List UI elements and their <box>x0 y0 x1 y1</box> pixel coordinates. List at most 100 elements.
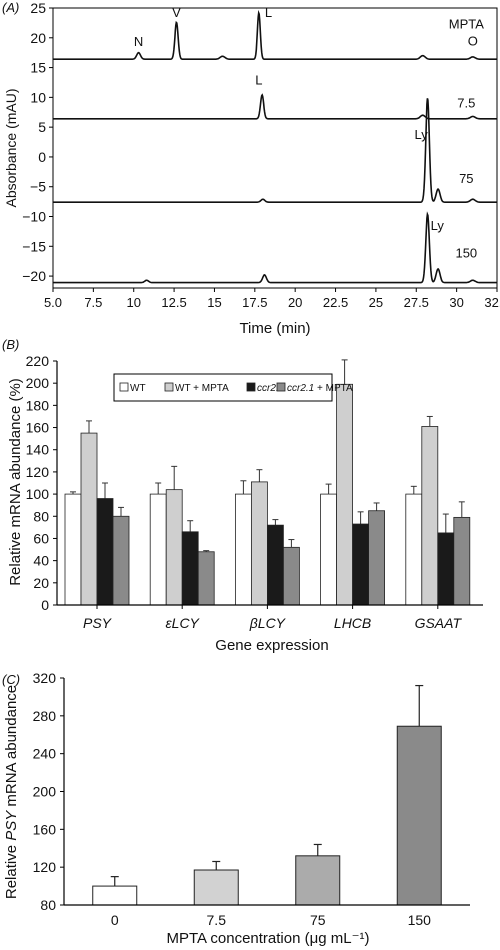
panel-c-y-axis: 80 120 160 200 240 280 320 <box>33 670 64 913</box>
b-x-tick-label: LHCB <box>334 615 371 631</box>
c-y-tick-label: 160 <box>33 821 57 837</box>
b-bar <box>149 493 167 606</box>
c-x-tick-label: 0 <box>111 912 119 928</box>
panel-c-ylabel-gene: PSY <box>3 810 20 841</box>
c-bar <box>295 855 341 906</box>
legend-swatch <box>164 382 174 392</box>
b-bar <box>250 481 268 606</box>
b-bar <box>282 546 300 606</box>
b-y-tick-label: 140 <box>26 442 50 458</box>
a-x-tick-label: 17.5 <box>242 295 267 310</box>
c-x-tick-label: 75 <box>310 912 326 928</box>
b-bar <box>197 551 215 606</box>
panel-c-bars <box>92 684 442 906</box>
panel-a-annotations: N V L MPTA L 7.5 Ly 75 Ly 150 O <box>134 5 484 261</box>
a-x-tick-label: 27.5 <box>404 295 429 310</box>
b-bar <box>165 489 183 606</box>
panel-a-x-axis: 5.0 7.5 10 12.5 15 17.5 20 22.5 25 27.5 30 32.5 <box>44 288 500 310</box>
c-bar <box>92 885 138 906</box>
b-bar <box>80 432 98 606</box>
b-bar <box>405 493 423 606</box>
a-x-tick-label: 10 <box>126 295 140 310</box>
peak-label: Ly <box>431 218 445 233</box>
peak-label: N <box>134 34 143 49</box>
panel-b: (B) Relative mRNA abundance (%) 0 20 40 60 8… <box>2 337 483 654</box>
a-y-tick-label: 15 <box>30 60 46 76</box>
panel-a-label: (A) <box>2 0 19 15</box>
peak-label: L <box>255 72 262 87</box>
c-y-tick-label: 320 <box>33 670 57 686</box>
c-x-tick-label: 7.5 <box>207 912 227 928</box>
b-bar <box>336 383 354 606</box>
panel-b-xlabel: Gene expression <box>215 637 328 654</box>
peak-label: Ly <box>414 127 428 142</box>
b-y-tick-label: 200 <box>26 375 50 391</box>
panel-c-label: (C) <box>2 672 20 687</box>
c-y-tick-label: 120 <box>33 859 57 875</box>
b-y-tick-label: 20 <box>33 575 49 591</box>
b-y-tick-label: 220 <box>26 353 50 369</box>
b-bar <box>96 498 114 606</box>
a-x-tick-label: 30 <box>449 295 463 310</box>
panel-c-ylabel-prefix: Relative <box>3 841 20 899</box>
b-bar <box>437 532 455 606</box>
extra-label: O <box>468 34 478 49</box>
c-y-tick-label: 240 <box>33 746 57 762</box>
peak-label: L <box>265 5 272 20</box>
panel-c-ylabel: Relative PSY mRNA abundance <box>3 685 20 899</box>
b-bar <box>64 493 82 606</box>
legend-label: WT <box>130 383 146 394</box>
legend-swatch <box>119 382 129 392</box>
b-y-tick-label: 0 <box>41 597 49 613</box>
c-y-tick-label: 80 <box>40 897 56 913</box>
panel-b-label: (B) <box>2 337 19 352</box>
a-y-tick-label: 0 <box>38 149 46 165</box>
b-y-tick-label: 80 <box>33 508 49 524</box>
legend-box <box>113 373 333 402</box>
panel-a-traces <box>53 9 497 284</box>
legend-label: WT + MPTA <box>175 383 229 394</box>
legend-swatch <box>276 382 286 392</box>
panel-a-xlabel: Time (min) <box>239 320 310 337</box>
b-y-tick-label: 160 <box>26 420 50 436</box>
a-x-tick-label: 12.5 <box>161 295 186 310</box>
a-x-tick-label: 7.5 <box>84 295 102 310</box>
b-bar <box>234 493 252 606</box>
b-bar <box>320 493 338 606</box>
trace-2 <box>53 93 497 120</box>
panel-c-ylabel-suffix: mRNA abundance <box>3 685 20 811</box>
trace-name-label: 150 <box>455 246 477 261</box>
a-y-tick-label: 10 <box>30 89 46 105</box>
panel-b-ylabel: Relative mRNA abundance (%) <box>7 378 24 586</box>
panel-a-plot-frame <box>52 7 498 289</box>
legend-swatch <box>246 382 256 392</box>
b-x-tick-label: εLCY <box>166 615 201 631</box>
c-x-tick-label: 150 <box>408 912 432 928</box>
b-y-tick-label: 100 <box>26 486 50 502</box>
panel-a-ylabel: Absorbance (mAU) <box>3 88 19 207</box>
panel-a-y-axis: 25 20 15 10 5 0 −5 −10 −15 −20 <box>22 0 53 284</box>
b-bar <box>266 524 284 606</box>
a-y-tick-label: 25 <box>30 0 46 16</box>
c-y-tick-label: 200 <box>33 784 57 800</box>
b-y-tick-label: 180 <box>26 397 50 413</box>
b-y-tick-label: 40 <box>33 553 49 569</box>
trace-4 <box>53 211 497 284</box>
panel-b-x-axis: PSY εLCY βLCY LHCB GSAAT <box>83 605 462 631</box>
a-x-tick-label: 15 <box>207 295 221 310</box>
a-x-tick-label: 5.0 <box>44 295 62 310</box>
b-x-tick-label: PSY <box>83 615 113 631</box>
b-bar <box>352 523 370 606</box>
legend-label: ccr2.1 + MPTA <box>287 383 353 394</box>
b-x-tick-label: GSAAT <box>415 615 463 631</box>
a-y-tick-label: 20 <box>30 30 46 46</box>
panel-b-bars <box>64 359 471 606</box>
b-bar <box>181 531 199 606</box>
panel-c-xlabel: MPTA concentration (μg mL⁻¹) <box>166 930 369 947</box>
a-y-tick-label: 5 <box>38 119 46 135</box>
b-y-tick-label: 60 <box>33 530 49 546</box>
b-bar <box>368 510 386 606</box>
a-x-tick-label: 20 <box>288 295 302 310</box>
panel-a: (A) Absorbance (mAU) 25 20 15 10 5 0 −5 −10 −15 −… <box>2 0 500 337</box>
